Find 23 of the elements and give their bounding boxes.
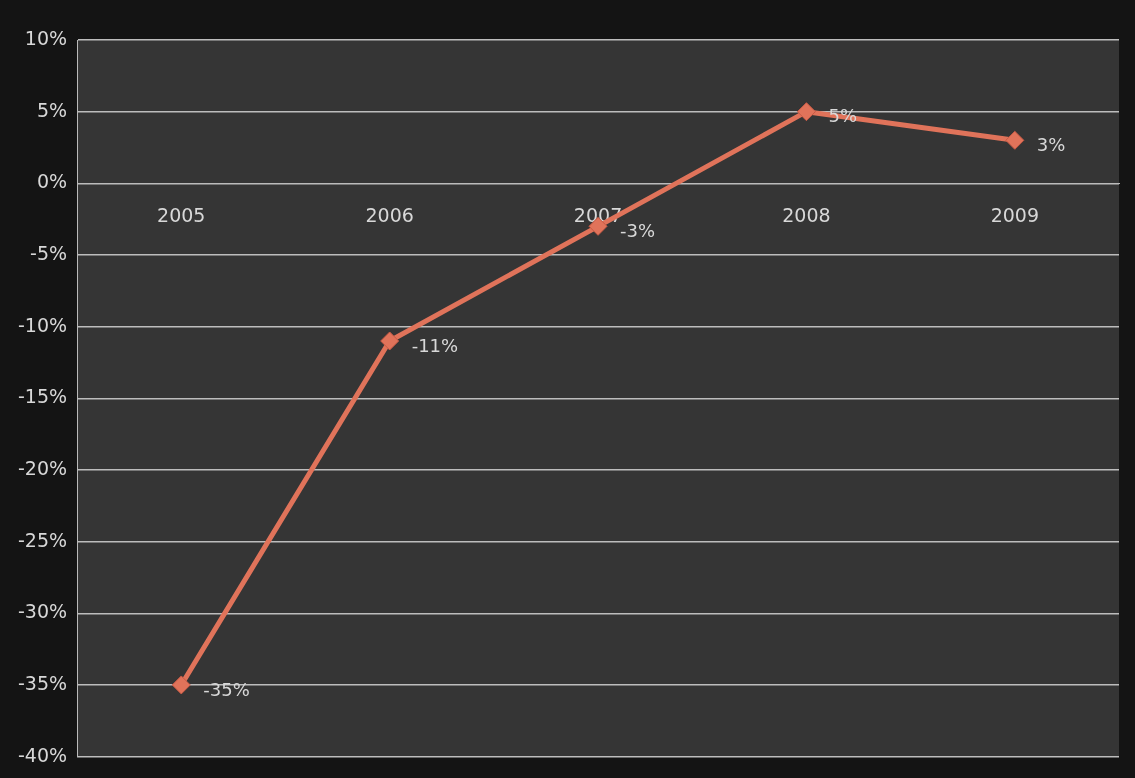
- y-tick-label: -5%: [30, 241, 68, 264]
- x-tick-label: 2005: [157, 203, 206, 226]
- data-label: 3%: [1036, 134, 1066, 155]
- y-tick-label: 10%: [24, 26, 68, 49]
- x-tick-label: 2009: [990, 203, 1039, 226]
- data-label: -3%: [620, 219, 656, 241]
- data-label: -35%: [203, 678, 250, 700]
- point: [171, 675, 191, 695]
- y-tick-label: 0%: [36, 170, 68, 193]
- y-tick-label: -30%: [17, 600, 68, 623]
- y-tick-label: -35%: [17, 671, 68, 694]
- data-label: -11%: [411, 334, 459, 356]
- y-tick-label: -40%: [17, 743, 68, 766]
- y-tick-label: -25%: [17, 528, 68, 551]
- x-tick-label: 2008: [782, 203, 831, 226]
- point: [1005, 130, 1025, 150]
- y-tick-label: -20%: [17, 456, 68, 479]
- point: [796, 102, 816, 122]
- y-tick-label: -10%: [17, 313, 68, 336]
- y-tick-label: -15%: [17, 385, 68, 408]
- point: [380, 331, 400, 351]
- y-tick-label: 5%: [36, 98, 68, 121]
- x-tick-label: 2006: [365, 203, 414, 226]
